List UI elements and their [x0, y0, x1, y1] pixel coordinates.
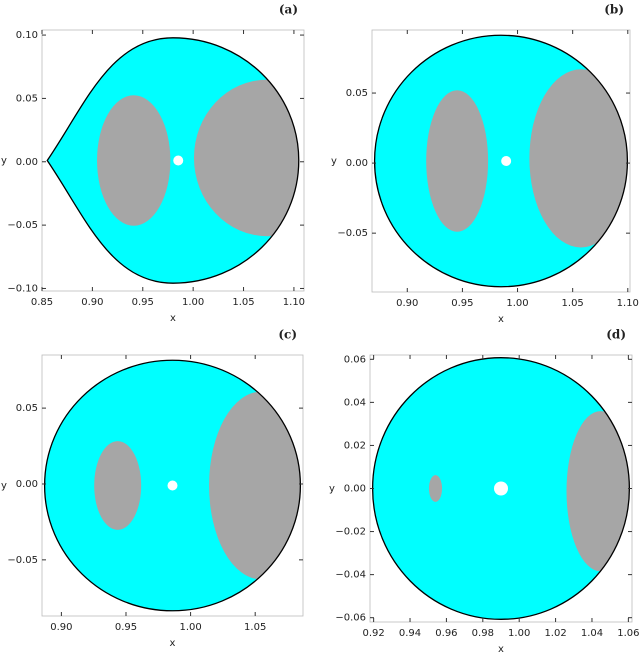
x-tick-label: 1.00: [182, 297, 204, 308]
x-tick-label: 1.00: [179, 622, 201, 633]
y-axis-label: y: [1, 156, 7, 167]
panel: 0.85 0.90 0.95 1.00 1.05 1.10 −0.10 −0.05 0.00 0.…: [1, 3, 305, 325]
x-tick-label: 0.98: [472, 628, 494, 639]
x-tick-label: 1.05: [232, 297, 254, 308]
y-tick-label: 0.02: [344, 440, 366, 451]
y-tick-label: 0.05: [16, 93, 38, 104]
x-axis-label: x: [170, 313, 176, 324]
trapped-region: [97, 95, 171, 226]
y-axis-label: y: [1, 481, 7, 492]
y-tick-label: −0.04: [335, 570, 366, 581]
trapped-region: [428, 475, 443, 502]
x-axis-label: x: [170, 638, 176, 649]
y-axis-label: y: [329, 484, 335, 495]
y-tick-label: −0.02: [335, 527, 366, 538]
y-tick-label: 0.00: [344, 484, 366, 495]
y-tick-label: −0.06: [335, 613, 366, 624]
x-tick-label: 0.95: [132, 297, 154, 308]
x-tick-label: 0.92: [363, 628, 385, 639]
blobs: [94, 391, 301, 580]
blobs: [428, 411, 630, 572]
trapped-region: [209, 391, 301, 580]
x-tick-label: 0.90: [396, 298, 418, 309]
x-tick-label: 1.04: [581, 628, 603, 639]
x-tick-label: 0.96: [435, 628, 457, 639]
y-tick-label: −0.05: [7, 220, 38, 231]
x-axis-label: x: [498, 644, 504, 654]
panel-title: (c): [278, 328, 297, 342]
x-tick-label: 1.06: [617, 628, 639, 639]
x-tick-label: 0.90: [81, 297, 103, 308]
panel-title: (a): [279, 3, 298, 17]
y-tick-label: 0.00: [16, 157, 38, 168]
x-tick-label: 0.85: [31, 297, 53, 308]
y-tick-label: 0.06: [344, 354, 366, 365]
y-tick-label: −0.05: [337, 228, 368, 239]
boundary: [43, 359, 302, 612]
y-axis-label: y: [331, 156, 337, 167]
panel: 0.90 0.95 1.00 1.05 −0.05 0.00 0.05 x y (c): [1, 328, 304, 649]
panel-title: (b): [604, 3, 624, 17]
x-tick-label: 1.02: [544, 628, 566, 639]
trapped-region: [426, 90, 489, 232]
boundary: [46, 37, 300, 284]
y-tick-label: 0.00: [346, 158, 368, 169]
y-tick-label: −0.10: [7, 283, 38, 294]
x-tick-label: 0.94: [399, 628, 421, 639]
y-tick-label: 0.05: [346, 88, 368, 99]
primary: [494, 481, 508, 496]
panel-title: (d): [606, 328, 626, 342]
y-tick-label: 0.00: [16, 479, 38, 490]
boundary: [373, 34, 629, 288]
panel: 0.90 0.95 1.00 1.05 1.10 −0.05 0.00 0.05 x y (b): [331, 3, 639, 326]
x-tick-label: 1.00: [508, 628, 530, 639]
trapped-region: [94, 441, 142, 530]
x-tick-label: 0.95: [115, 622, 137, 633]
panel: 0.92 0.94 0.96 0.98 1.00 1.02 1.04 1.06 −0.06 −0.…: [329, 328, 639, 656]
trapped-region: [193, 79, 299, 237]
primary: [501, 156, 512, 166]
x-tick-label: 1.00: [506, 298, 528, 309]
x-axis-label: x: [498, 314, 504, 325]
primary: [173, 155, 184, 166]
primary: [167, 480, 178, 491]
trapped-region: [566, 411, 630, 572]
x-tick-label: 0.90: [50, 622, 72, 633]
blobs: [97, 79, 299, 237]
blobs: [426, 69, 628, 248]
trapped-region: [529, 69, 628, 248]
x-tick-label: 1.10: [283, 297, 305, 308]
x-tick-label: 1.05: [562, 298, 584, 309]
y-tick-label: 0.05: [16, 403, 38, 414]
x-tick-label: 1.05: [244, 622, 266, 633]
x-tick-label: 1.10: [617, 298, 639, 309]
y-tick-label: 0.04: [344, 397, 366, 408]
x-tick-label: 0.95: [451, 298, 473, 309]
y-tick-label: −0.05: [7, 555, 38, 566]
y-tick-label: 0.10: [16, 30, 38, 41]
